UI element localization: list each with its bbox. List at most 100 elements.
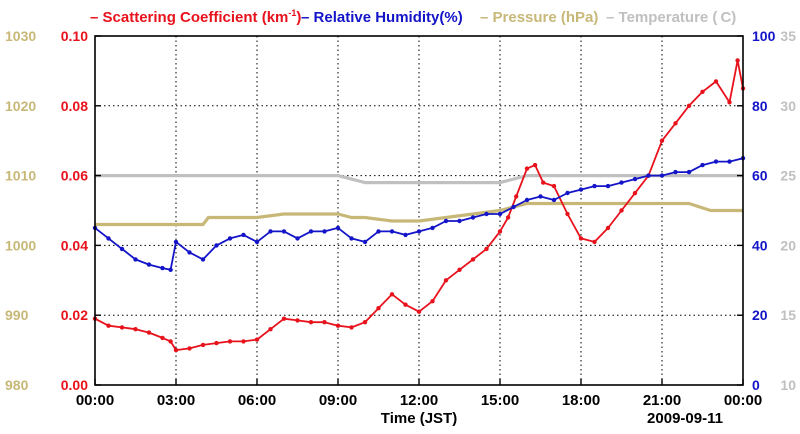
humidity-tick-label: 100: [752, 28, 776, 44]
pressure-tick-label: 1030: [5, 28, 36, 44]
scattering-tick-label: 0.06: [61, 168, 88, 184]
data-point: [119, 246, 125, 252]
temperature-tick-label: 10: [780, 377, 796, 393]
data-point: [349, 325, 354, 330]
temperature-tick-label: 25: [780, 168, 796, 184]
x-tick-label: 03:00: [157, 392, 195, 409]
x-tick-label: 00:00: [724, 392, 762, 409]
data-point: [735, 58, 740, 63]
data-point: [295, 318, 300, 323]
pressure-tick-label: 990: [5, 307, 29, 323]
humidity-tick-label: 0: [752, 377, 760, 393]
data-point: [187, 346, 192, 351]
data-point: [168, 267, 173, 272]
data-point: [443, 218, 449, 224]
data-point: [362, 239, 368, 245]
temperature-tick-label: 15: [780, 307, 796, 323]
data-point: [214, 340, 219, 346]
x-tick-label: 00:00: [76, 392, 114, 409]
data-point: [673, 169, 678, 175]
data-point: [227, 339, 233, 344]
data-point: [713, 159, 719, 164]
series-layer: [92, 58, 746, 353]
data-point: [686, 103, 692, 109]
pressure-tick-label: 1020: [5, 98, 36, 114]
data-point: [403, 302, 408, 307]
data-point: [619, 180, 624, 185]
humidity-tick-label: 60: [752, 168, 768, 184]
x-tick-label: 18:00: [562, 392, 600, 409]
data-point: [605, 225, 611, 231]
data-point: [376, 229, 381, 234]
data-point: [416, 309, 422, 314]
data-point: [457, 218, 462, 224]
data-point: [241, 232, 246, 238]
data-point: [281, 316, 287, 321]
data-point: [727, 100, 732, 105]
data-point: [308, 229, 314, 234]
data-point: [389, 292, 395, 297]
data-point: [605, 183, 611, 189]
x-tick-label: 15:00: [481, 392, 519, 409]
data-point: [335, 225, 341, 231]
data-point: [700, 89, 705, 95]
data-point: [322, 229, 327, 234]
data-point: [308, 320, 314, 325]
data-point: [541, 180, 546, 185]
data-point: [484, 211, 489, 217]
data-point: [389, 229, 395, 234]
x-tick-labels: 00:00 03:00 06:00 09:00 12:00 15:00 18:00 21:00…: [76, 392, 762, 409]
data-point: [524, 166, 530, 171]
data-point: [200, 257, 206, 262]
data-point: [160, 265, 165, 271]
data-point: [532, 162, 538, 168]
data-point: [173, 347, 179, 353]
data-point: [160, 335, 165, 341]
temperature-series: [95, 174, 743, 185]
data-point: [592, 183, 597, 189]
data-point: [227, 236, 233, 241]
data-point: [133, 257, 138, 262]
data-point: [376, 306, 381, 311]
temperature-tick-label: 20: [780, 237, 796, 253]
data-point: [254, 239, 260, 245]
data-point: [551, 183, 557, 189]
data-point: [497, 211, 503, 217]
data-point: [106, 323, 111, 328]
data-point: [268, 327, 273, 332]
temperature-tick-label: 30: [780, 98, 796, 114]
data-point: [505, 215, 511, 220]
data-point: [146, 330, 152, 335]
data-point: [632, 190, 638, 196]
scattering-tick-label: 0.08: [61, 98, 88, 114]
data-point: [119, 325, 125, 330]
x-tick-label: 06:00: [238, 392, 276, 409]
data-point: [200, 342, 206, 348]
data-point: [457, 267, 462, 272]
temperature-tick-label: 35: [780, 28, 796, 44]
data-point: [443, 278, 449, 283]
legend-temperature: – Temperature (C): [606, 9, 736, 26]
data-point: [538, 194, 543, 199]
data-point: [349, 236, 354, 241]
data-point: [565, 190, 570, 196]
pressure-tick-label: 1000: [5, 237, 36, 253]
data-point: [511, 204, 516, 210]
data-point: [335, 323, 341, 328]
data-point: [173, 239, 179, 245]
ticks: [94, 35, 744, 386]
data-point: [659, 138, 665, 143]
data-point: [646, 173, 651, 178]
humidity-tick-label: 40: [752, 237, 768, 253]
humidity-series-points: [92, 156, 746, 272]
data-point: [727, 159, 732, 164]
data-point: [524, 197, 530, 203]
x-axis-title: Time (JST): [381, 410, 457, 427]
x-tick-label: 12:00: [400, 392, 438, 409]
humidity-series: [94, 157, 744, 271]
data-point: [565, 211, 570, 217]
data-point: [168, 339, 173, 344]
data-point: [713, 79, 719, 84]
data-point: [470, 257, 476, 262]
